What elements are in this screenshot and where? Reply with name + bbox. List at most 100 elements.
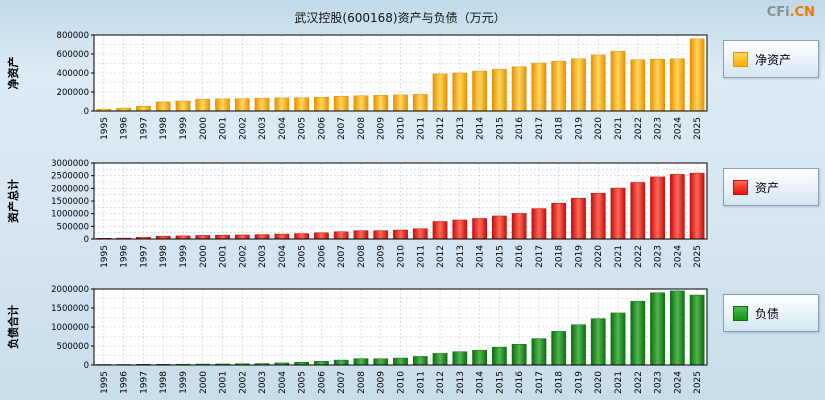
x-tick-label-2009: 2009 bbox=[377, 371, 387, 394]
y-tick-label: 3000000 bbox=[51, 159, 89, 169]
y-tick-label: 200000 bbox=[57, 88, 89, 98]
x-tick-label-2009: 2009 bbox=[377, 245, 387, 268]
cfi-logo-prefix: CFi bbox=[766, 5, 790, 20]
bar-2017 bbox=[531, 62, 547, 112]
bar-2013 bbox=[452, 72, 468, 112]
bar-2001 bbox=[215, 234, 230, 240]
bar-2018 bbox=[551, 331, 567, 366]
x-tick-label-2004: 2004 bbox=[278, 245, 288, 268]
x-tick-label-2008: 2008 bbox=[357, 371, 367, 394]
bar-2020 bbox=[590, 54, 606, 112]
bar-2009 bbox=[373, 358, 389, 366]
bar-2023 bbox=[650, 58, 665, 112]
bar-2002 bbox=[234, 234, 250, 240]
x-tick-label-1996: 1996 bbox=[120, 371, 130, 394]
cfi-logo[interactable]: CFi.CN bbox=[767, 5, 815, 20]
x-tick-label-2008: 2008 bbox=[357, 245, 367, 268]
y-tick-label: 800000 bbox=[57, 31, 89, 41]
x-tick-label-1999: 1999 bbox=[179, 371, 189, 394]
x-tick-label-2004: 2004 bbox=[278, 371, 288, 394]
bar-2005 bbox=[294, 233, 310, 240]
liabilities-chart: 0 500000 1000000 1500000 2000000 1995 1996 1997… bbox=[51, 285, 708, 394]
bar-2011 bbox=[412, 228, 428, 240]
chart-panel-assets: 资产总计 0 500000 1000000 1500000 2000000 2500000… bbox=[0, 158, 825, 282]
x-tick-label-2015: 2015 bbox=[495, 245, 505, 268]
bar-2000 bbox=[195, 98, 211, 112]
x-tick-label-1998: 1998 bbox=[159, 245, 169, 268]
bar-2004 bbox=[274, 97, 290, 112]
x-tick-label-2017: 2017 bbox=[535, 117, 545, 140]
bar-2022 bbox=[630, 300, 646, 366]
bar-2019 bbox=[571, 58, 586, 112]
x-tick-label-2001: 2001 bbox=[219, 371, 229, 394]
y-tick-label: 500000 bbox=[57, 222, 89, 232]
x-tick-label-2018: 2018 bbox=[555, 371, 565, 394]
x-tick-label-2024: 2024 bbox=[673, 371, 683, 394]
bar-2006 bbox=[314, 232, 329, 240]
x-tick-label-2025: 2025 bbox=[693, 117, 703, 140]
x-tick-label-2003: 2003 bbox=[258, 245, 268, 268]
bar-2002 bbox=[234, 98, 250, 112]
y-tick-label: 0 bbox=[84, 361, 89, 371]
bar-2023 bbox=[650, 292, 665, 366]
x-tick-label-2015: 2015 bbox=[495, 117, 505, 140]
legend-label-liabilities: 负债 bbox=[755, 306, 780, 321]
x-tick-label-2002: 2002 bbox=[238, 371, 248, 394]
bar-2000 bbox=[195, 235, 211, 240]
bar-2007 bbox=[333, 231, 349, 240]
y-tick-label: 1500000 bbox=[51, 197, 89, 207]
bar-2011 bbox=[412, 356, 428, 366]
x-tick-label-2007: 2007 bbox=[337, 371, 347, 394]
x-tick-label-2005: 2005 bbox=[298, 245, 308, 268]
x-tick-label-1996: 1996 bbox=[120, 117, 130, 140]
bar-2005 bbox=[294, 97, 310, 112]
x-tick-label-1997: 1997 bbox=[139, 245, 149, 268]
bar-2022 bbox=[630, 182, 646, 240]
x-tick-label-2023: 2023 bbox=[654, 371, 664, 394]
bar-2015 bbox=[492, 215, 507, 240]
x-tick-label-2014: 2014 bbox=[476, 245, 486, 268]
bar-2010 bbox=[393, 357, 408, 366]
y-tick-label: 600000 bbox=[57, 50, 89, 60]
x-tick-label-2020: 2020 bbox=[594, 371, 604, 394]
y-tick-label: 400000 bbox=[57, 69, 89, 79]
bar-2012 bbox=[432, 221, 448, 240]
x-tick-label-1995: 1995 bbox=[100, 371, 110, 394]
bar-2015 bbox=[492, 346, 507, 366]
bar-2009 bbox=[373, 95, 389, 112]
x-tick-label-2008: 2008 bbox=[357, 117, 367, 140]
x-tick-label-2002: 2002 bbox=[238, 245, 248, 268]
bar-1997 bbox=[136, 106, 151, 112]
x-tick-label-2000: 2000 bbox=[199, 117, 209, 140]
x-tick-label-2010: 2010 bbox=[397, 371, 407, 394]
x-tick-label-2003: 2003 bbox=[258, 371, 268, 394]
x-tick-label-2020: 2020 bbox=[594, 117, 604, 140]
x-tick-label-2010: 2010 bbox=[397, 117, 407, 140]
bar-2022 bbox=[630, 59, 646, 112]
y-tick-label: 1000000 bbox=[51, 210, 89, 220]
x-tick-label-2021: 2021 bbox=[614, 245, 624, 268]
y-tick-label: 2500000 bbox=[51, 172, 89, 182]
x-tick-label-2019: 2019 bbox=[574, 245, 584, 268]
x-tick-label-2025: 2025 bbox=[693, 245, 703, 268]
x-tick-label-2016: 2016 bbox=[515, 117, 525, 140]
bar-2004 bbox=[274, 233, 290, 240]
x-tick-label-2013: 2013 bbox=[456, 371, 466, 394]
bar-2013 bbox=[452, 351, 468, 366]
x-tick-label-1997: 1997 bbox=[139, 371, 149, 394]
bar-2018 bbox=[551, 60, 567, 112]
x-tick-label-2001: 2001 bbox=[219, 117, 229, 140]
x-tick-label-2011: 2011 bbox=[416, 117, 426, 140]
cfi-logo-suffix: .CN bbox=[789, 5, 815, 20]
x-tick-label-2019: 2019 bbox=[574, 371, 584, 394]
bar-2013 bbox=[452, 219, 468, 240]
x-tick-label-2011: 2011 bbox=[416, 245, 426, 268]
bar-2008 bbox=[353, 95, 369, 112]
x-tick-label-1998: 1998 bbox=[159, 371, 169, 394]
bar-2025 bbox=[689, 294, 705, 366]
x-tick-label-2007: 2007 bbox=[337, 245, 347, 268]
y-tick-label: 1500000 bbox=[51, 304, 89, 314]
x-tick-label-2016: 2016 bbox=[515, 371, 525, 394]
y-tick-label: 0 bbox=[84, 107, 89, 117]
